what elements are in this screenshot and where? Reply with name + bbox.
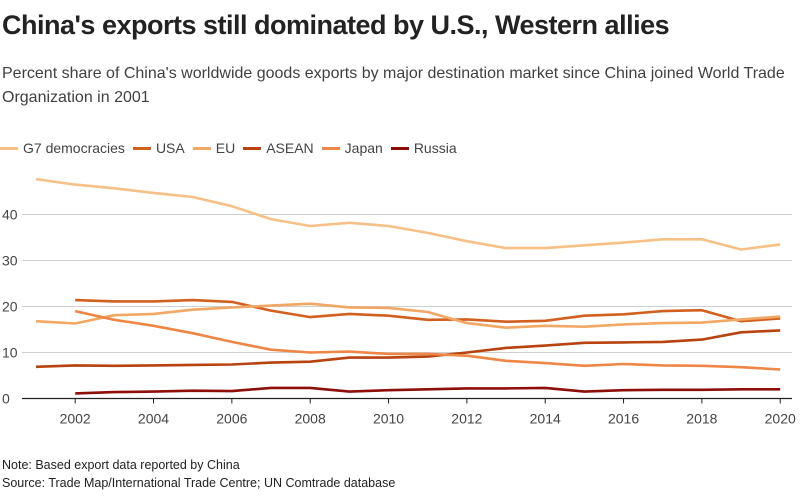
- y-tick-label: 0: [2, 391, 10, 407]
- legend-swatch: [243, 146, 262, 150]
- x-tick-label: 2008: [295, 411, 326, 427]
- legend-item: USA: [132, 140, 185, 156]
- legend-label: USA: [155, 140, 185, 156]
- line-chart: 0 10 20 30 40 2002 2004 2006 2008 2010 2012 2014 201…: [2, 177, 796, 427]
- legend-label: ASEAN: [266, 140, 314, 156]
- x-tick-label: 2016: [608, 411, 639, 427]
- legend-item: ASEAN: [243, 140, 314, 156]
- series-line-asean: [35, 329, 781, 369]
- y-tick-label: 10: [2, 345, 18, 361]
- legend-label: G7 democracies: [23, 140, 125, 156]
- series-line-eu: [35, 302, 781, 329]
- y-tick-label: 40: [2, 207, 18, 223]
- series-line-g7-democracies: [35, 177, 781, 251]
- legend-swatch: [132, 146, 151, 150]
- legend-item: Russia: [390, 140, 457, 156]
- legend: G7 democracies USA EU ASEAN Japan Russia: [0, 140, 457, 156]
- series-line-usa: [75, 298, 781, 323]
- legend-item: G7 democracies: [0, 140, 125, 156]
- x-tick-label: 2006: [216, 411, 247, 427]
- x-tick-label: 2020: [765, 411, 796, 427]
- source-text: Source: Trade Map/International Trade Ce…: [2, 476, 396, 490]
- note-text: Note: Based export data reported by Chin…: [2, 458, 240, 472]
- legend-label: EU: [215, 140, 236, 156]
- x-tick-label: 2010: [373, 411, 404, 427]
- legend-item: EU: [192, 140, 236, 156]
- x-tick-label: 2004: [138, 411, 169, 427]
- x-tick-label: 2002: [60, 411, 91, 427]
- legend-swatch: [0, 146, 18, 150]
- legend-label: Russia: [413, 140, 457, 156]
- legend-item: Japan: [321, 140, 383, 156]
- y-tick-label: 30: [2, 253, 18, 269]
- y-tick-label: 20: [2, 299, 18, 315]
- legend-swatch: [192, 146, 211, 150]
- legend-label: Japan: [344, 140, 383, 156]
- x-tick-label: 2018: [686, 411, 717, 427]
- series-line-russia: [75, 386, 781, 395]
- legend-swatch: [390, 146, 409, 150]
- footnotes: Note: Based export data reported by Chin…: [2, 456, 395, 492]
- chart-subtitle: Percent share of China's worldwide goods…: [2, 65, 785, 106]
- x-tick-label: 2014: [530, 411, 561, 427]
- chart-title: China's exports still dominated by U.S.,…: [2, 10, 670, 40]
- series-line-japan: [74, 309, 781, 371]
- legend-swatch: [321, 146, 340, 150]
- x-tick-label: 2012: [451, 411, 482, 427]
